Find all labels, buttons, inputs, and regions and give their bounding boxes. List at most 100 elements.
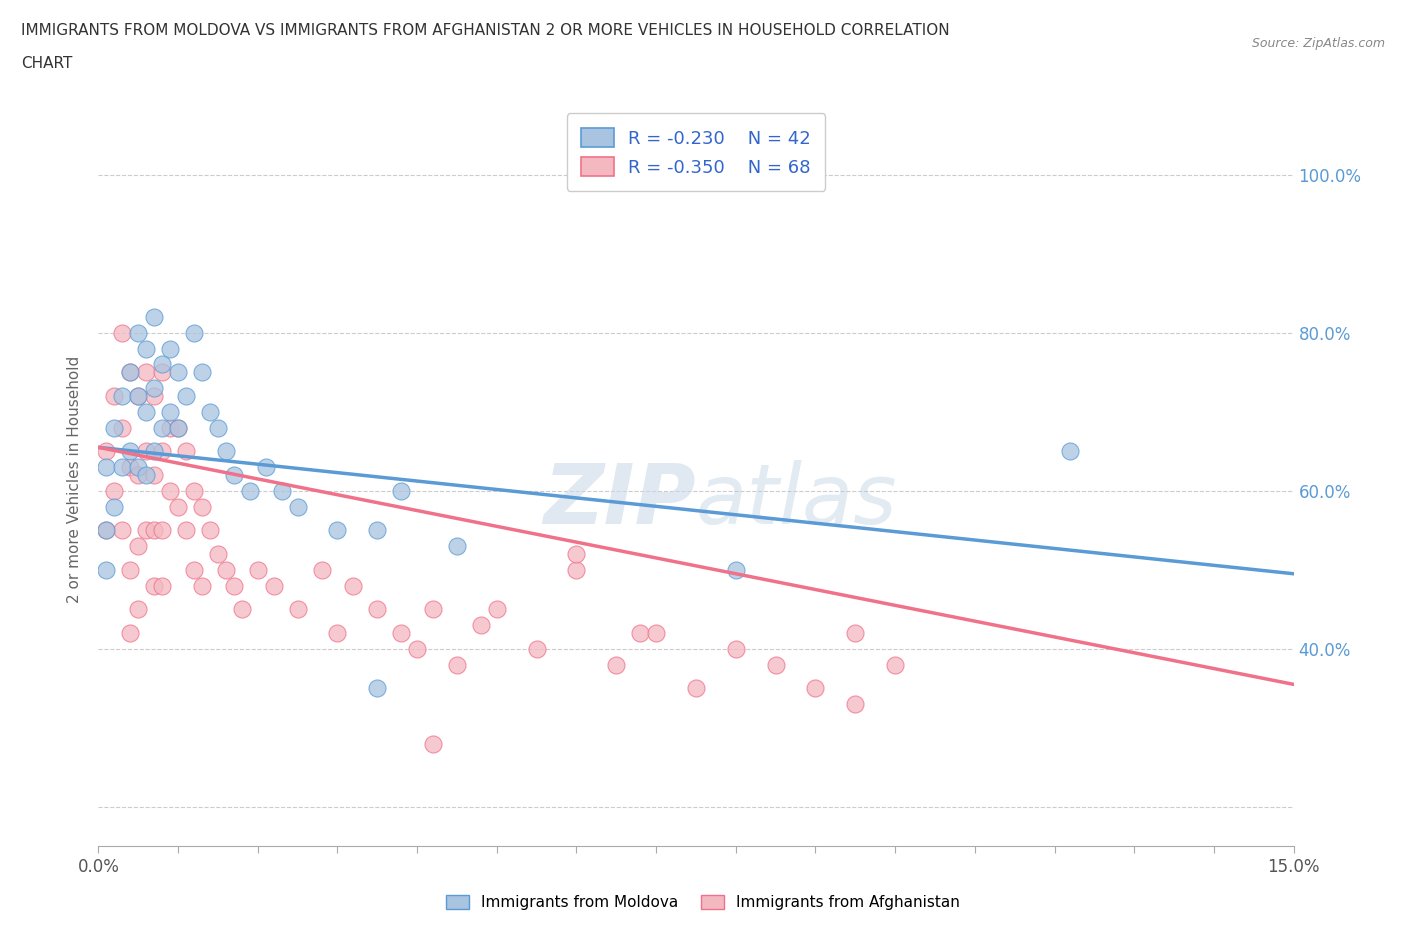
Point [127,538,149,553]
Point [565,547,588,562]
Point [287,499,309,514]
Point [389,484,412,498]
Point [127,389,149,404]
Point [135,523,157,538]
Text: CHART: CHART [21,56,73,71]
Point [150,578,173,593]
Point [231,602,253,617]
Text: IMMIGRANTS FROM MOLDOVA VS IMMIGRANTS FROM AFGHANISTAN 2 OR MORE VEHICLES IN HOU: IMMIGRANTS FROM MOLDOVA VS IMMIGRANTS FR… [21,23,949,38]
Point [135,341,157,356]
Point [135,405,157,419]
Point [239,484,262,498]
Point [207,420,229,435]
Point [422,737,444,751]
Point [143,523,166,538]
Legend: R = -0.230    N = 42, R = -0.350    N = 68: R = -0.230 N = 42, R = -0.350 N = 68 [567,113,825,191]
Point [183,484,205,498]
Point [366,523,388,538]
Point [183,563,205,578]
Point [526,642,548,657]
Text: atlas: atlas [696,460,897,541]
Point [884,658,907,672]
Point [724,642,747,657]
Point [135,468,157,483]
Point [645,626,668,641]
Point [167,420,190,435]
Point [254,459,277,474]
Point [143,468,166,483]
Point [222,578,245,593]
Point [127,602,149,617]
Point [222,468,245,483]
Point [111,459,134,474]
Point [804,681,827,696]
Text: Source: ZipAtlas.com: Source: ZipAtlas.com [1251,37,1385,50]
Point [191,365,214,379]
Point [111,420,134,435]
Point [135,365,157,379]
Point [143,380,166,395]
Point [287,602,309,617]
Point [270,484,292,498]
Point [96,459,118,474]
Point [174,444,197,458]
Point [103,499,125,514]
Y-axis label: 2 or more Vehicles in Household: 2 or more Vehicles in Household [67,355,83,603]
Point [150,365,173,379]
Point [127,389,149,404]
Point [198,523,221,538]
Point [150,523,173,538]
Point [167,365,190,379]
Point [844,626,866,641]
Point [127,468,149,483]
Point [120,563,142,578]
Point [159,484,181,498]
Point [366,681,388,696]
Point [159,405,181,419]
Point [103,484,125,498]
Point [96,563,118,578]
Point [143,389,166,404]
Point [111,523,134,538]
Point [120,365,142,379]
Legend: Immigrants from Moldova, Immigrants from Afghanistan: Immigrants from Moldova, Immigrants from… [439,887,967,918]
Point [326,523,349,538]
Point [159,420,181,435]
Point [120,365,142,379]
Point [174,523,197,538]
Point [111,326,134,340]
Point [724,563,747,578]
Point [366,602,388,617]
Point [143,310,166,325]
Point [143,444,166,458]
Point [422,602,444,617]
Point [120,459,142,474]
Point [406,642,429,657]
Point [1059,444,1081,458]
Point [96,444,118,458]
Point [207,547,229,562]
Point [485,602,508,617]
Point [111,389,134,404]
Point [215,563,238,578]
Point [103,389,125,404]
Point [159,341,181,356]
Point [167,499,190,514]
Point [565,563,588,578]
Point [628,626,651,641]
Point [103,420,125,435]
Point [342,578,364,593]
Point [150,444,173,458]
Point [246,563,269,578]
Point [215,444,238,458]
Point [120,626,142,641]
Point [191,578,214,593]
Point [167,420,190,435]
Point [844,697,866,711]
Text: ZIP: ZIP [543,460,696,541]
Point [127,326,149,340]
Point [605,658,627,672]
Point [183,326,205,340]
Point [446,658,468,672]
Point [96,523,118,538]
